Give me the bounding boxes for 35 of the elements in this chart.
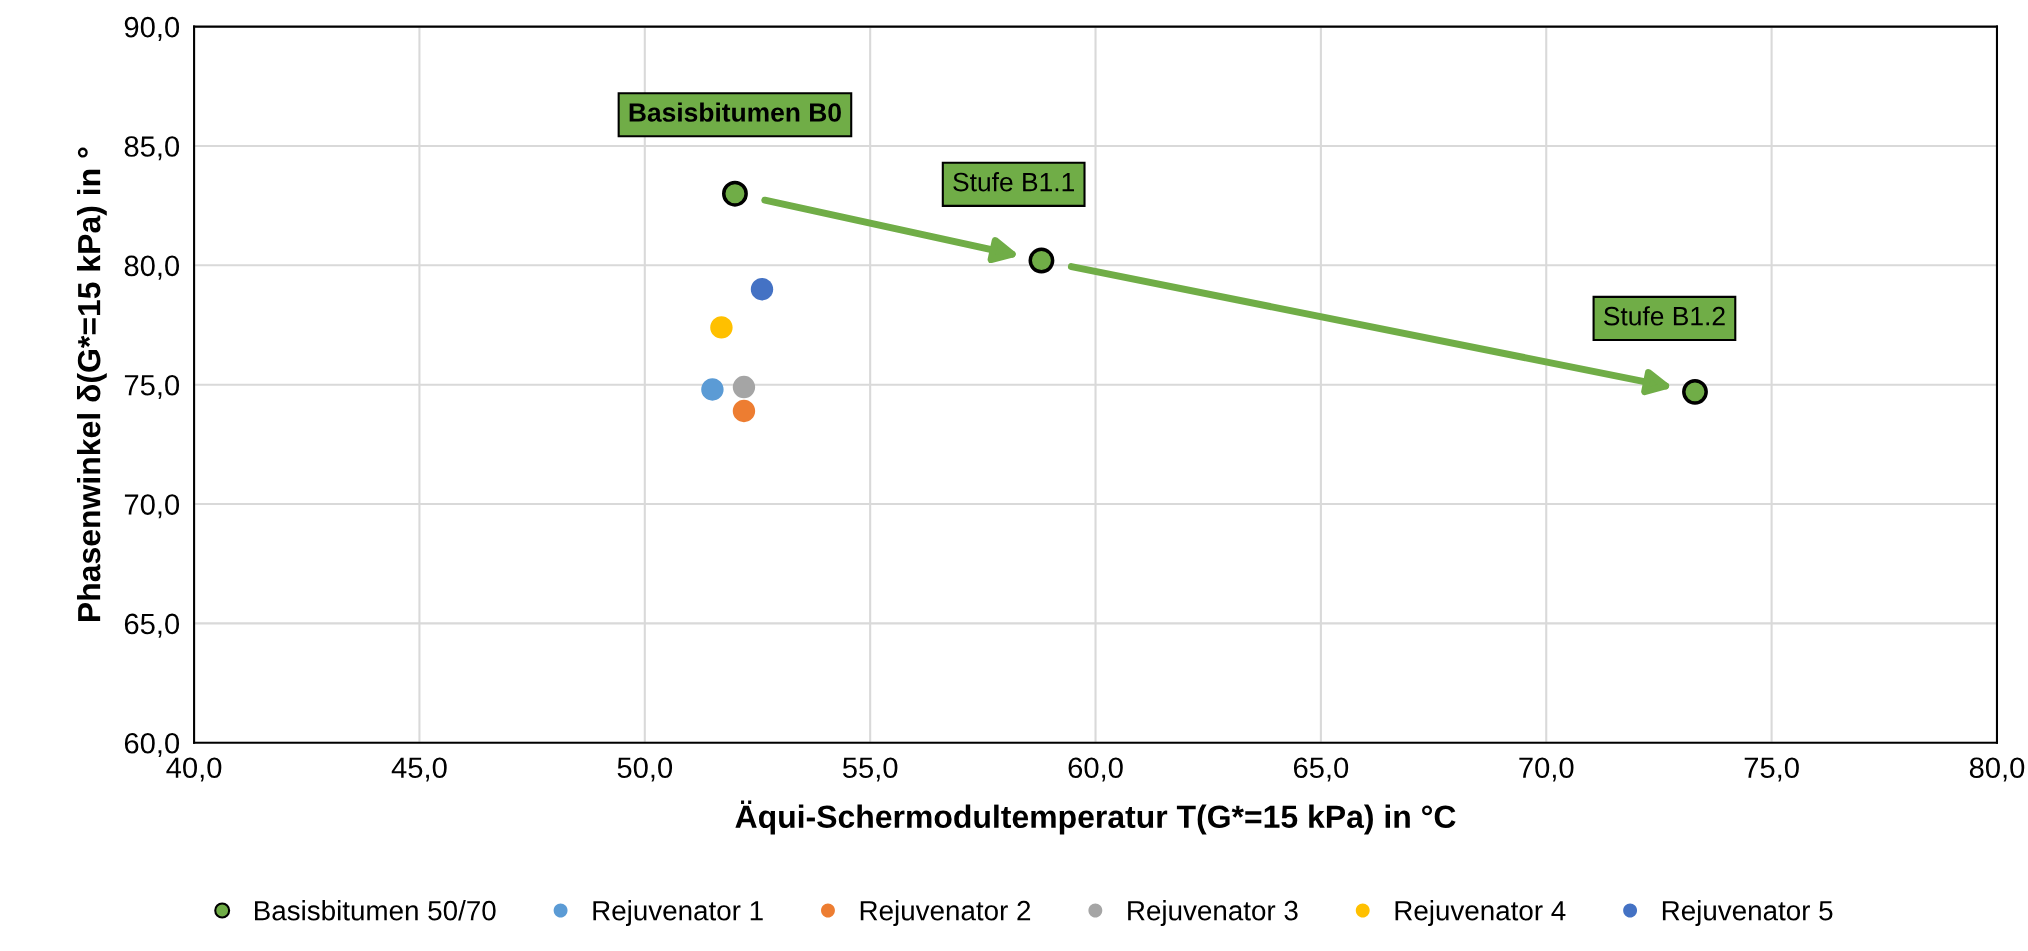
x-tick-label: 40,0 <box>166 757 222 782</box>
point <box>1028 247 1055 274</box>
x-tick-label: 45,0 <box>391 757 447 782</box>
y-tick-label: 75,0 <box>124 374 180 399</box>
point <box>750 278 774 301</box>
x-tick-label: 60,0 <box>1068 757 1123 782</box>
point <box>732 375 756 399</box>
annotation: Basisbitumen B0 <box>629 102 841 122</box>
y-tick-label: 65,0 <box>124 613 180 638</box>
annotation: Stufe B1.1 <box>953 172 1074 192</box>
y-tick-label: 85,0 <box>124 136 180 161</box>
point <box>722 180 748 207</box>
y-tick-label: 60,0 <box>124 732 180 758</box>
point <box>732 399 756 423</box>
legend-label: Rejuvenator 2 <box>860 900 1031 926</box>
x-tick-label: 50,0 <box>617 757 673 782</box>
x-tick-label: 65,0 <box>1293 757 1349 782</box>
x-axis-title: Äqui-Schermodultemperatur T(G*=15 kPa) in °C <box>735 800 1456 835</box>
point <box>1682 378 1708 405</box>
point <box>710 316 733 339</box>
y-axis-title: Phasenwinkel δ(G*=15 kPa) in ° <box>76 147 107 621</box>
legend-label: Rejuvenator 1 <box>593 900 763 926</box>
y-tick-label: 80,0 <box>124 255 180 280</box>
legend-label: Basisbitumen 50/70 <box>255 900 496 921</box>
x-tick-label: 55,0 <box>842 757 898 782</box>
annotation: Stufe B1.2 <box>1604 306 1725 326</box>
legend-label: Rejuvenator 3 <box>1128 900 1298 926</box>
legend-label: Rejuvenator 5 <box>1662 900 1833 926</box>
x-tick-label: 75,0 <box>1744 757 1799 782</box>
x-tick-label: 80,0 <box>1969 757 2025 782</box>
point <box>701 378 724 401</box>
x-tick-label: 70,0 <box>1519 757 1574 782</box>
y-tick-label: 90,0 <box>124 16 180 41</box>
y-tick-label: 70,0 <box>124 494 180 519</box>
legend-label: Rejuvenator 4 <box>1395 900 1566 926</box>
